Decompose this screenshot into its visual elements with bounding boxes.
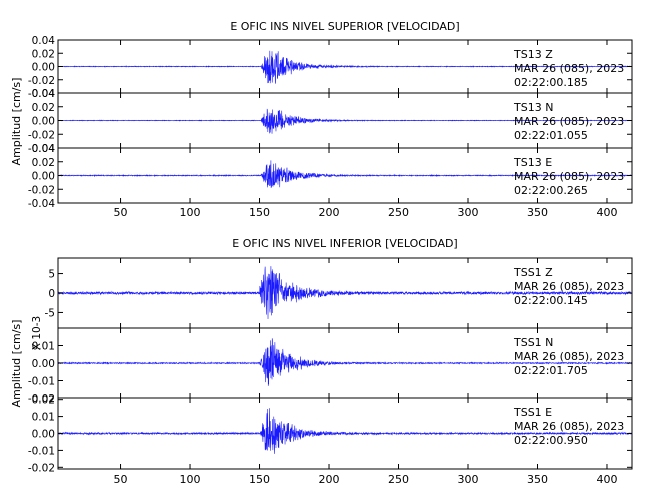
station-date: MAR 26 (085), 2023 [514,170,624,183]
station-name: TSS1 Z [513,266,553,279]
x-tick-label: 400 [596,206,617,219]
y-tick-label: 0.01 [32,412,55,424]
chart-title: E OFIC INS NIVEL SUPERIOR [VELOCIDAD] [230,20,459,33]
y-tick-label: -0.02 [28,129,55,141]
y-tick-label: 0.02 [32,157,55,169]
station-time: 02:22:00.185 [514,76,588,89]
station-date: MAR 26 (085), 2023 [514,350,624,363]
station-time: 02:22:00.145 [514,294,588,307]
chart-group-2: E OFIC INS NIVEL INFERIOR [VELOCIDAD] Amp… [10,237,633,486]
waveform-trace [57,338,633,386]
station-time: 02:22:01.055 [514,129,588,142]
station-date: MAR 26 (085), 2023 [514,420,624,433]
y-tick-label: 0.02 [32,48,55,60]
x-tick-label: 150 [249,206,270,219]
station-date: MAR 26 (085), 2023 [514,62,624,75]
station-time: 02:22:01.705 [514,364,588,377]
y-tick-label: 0.01 [32,341,55,353]
y-tick-label: 0.02 [32,102,55,114]
chart-group-1: E OFIC INS NIVEL SUPERIOR [VELOCIDAD] Amp… [10,20,633,219]
y-tick-label: -5 [45,307,55,319]
y-tick-label: -0.02 [28,462,55,474]
y-axis-label: Amplitud [cm/s] [10,320,23,408]
waveform-trace [57,108,633,134]
waveform-trace [57,408,633,454]
x-tick-label: 100 [180,473,201,486]
x-tick-label: 300 [458,473,479,486]
y-tick-label: 0.04 [32,35,56,47]
station-date: MAR 26 (085), 2023 [514,115,624,128]
y-tick-label: 0.04 [32,143,56,155]
x-tick-label: 400 [596,473,617,486]
station-name: TSS1 E [513,406,552,419]
y-tick-label: 0.00 [32,171,55,183]
y-tick-label: 0.00 [32,429,55,441]
y-tick-label: -0.04 [28,143,55,155]
y-tick-label: -0.01 [28,376,55,388]
waveform-trace [57,266,633,319]
station-name: TSS1 N [513,336,553,349]
x-tick-label: 200 [319,206,340,219]
x-tick-label: 250 [388,473,409,486]
y-tick-label: -0.04 [28,198,55,210]
x-tick-label: 100 [180,206,201,219]
y-tick-label: -0.01 [28,445,55,457]
y-tick-label: -0.02 [28,75,55,87]
y-axis-label: Amplitud [cm/s] [10,78,23,166]
y-tick-label: 0.00 [32,358,55,370]
y-tick-label: 5 [48,269,55,281]
station-time: 02:22:00.950 [514,434,588,447]
y-tick-label: -0.04 [28,88,55,100]
station-date: MAR 26 (085), 2023 [514,280,624,293]
y-tick-label: -0.02 [28,393,55,405]
x-tick-label: 200 [319,473,340,486]
chart-title: E OFIC INS NIVEL INFERIOR [VELOCIDAD] [232,237,457,250]
station-name: TS13 Z [513,48,553,61]
waveform-trace [57,50,633,84]
y-tick-label: -0.02 [28,184,55,196]
x-tick-label: 50 [114,206,128,219]
waveform-trace [57,160,633,188]
scale-exponent-label: X 10-3 [31,316,43,350]
y-tick-label: 0.00 [32,62,55,74]
station-time: 02:22:00.265 [514,184,588,197]
x-tick-label: 250 [388,206,409,219]
x-tick-label: 350 [527,206,548,219]
x-tick-label: 300 [458,206,479,219]
y-tick-label: 0.00 [32,116,55,128]
station-name: TS13 E [513,156,552,169]
y-tick-label: 0 [48,288,55,300]
x-tick-label: 350 [527,473,548,486]
y-tick-label: 0.02 [32,395,55,407]
x-tick-label: 50 [114,473,128,486]
station-name: TS13 N [513,101,553,114]
y-tick-label: 0.04 [32,88,56,100]
x-tick-label: 150 [249,473,270,486]
